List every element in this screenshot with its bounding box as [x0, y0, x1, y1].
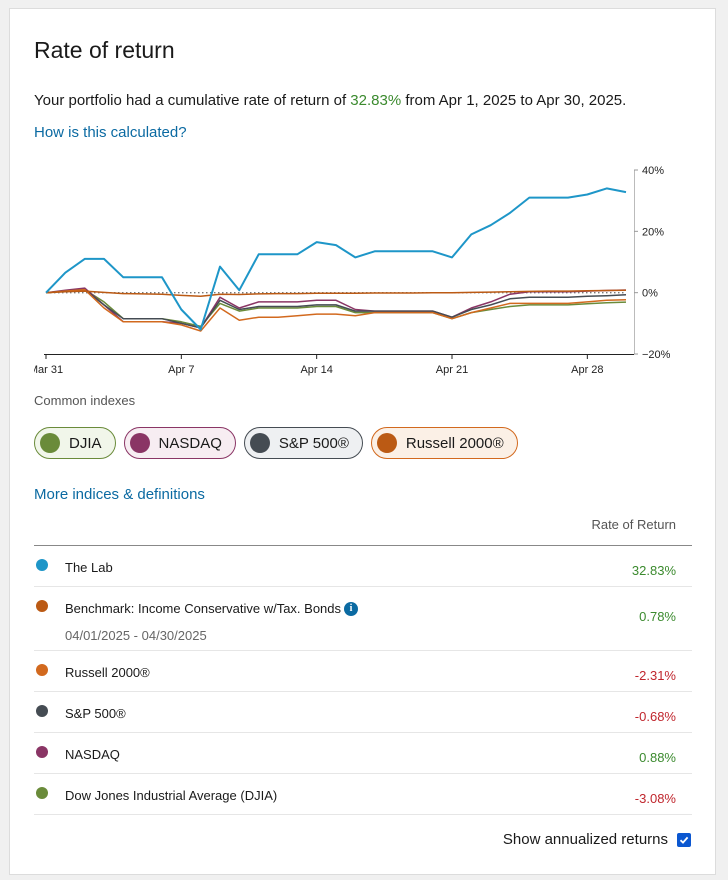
row-return-value: -3.08%	[634, 791, 676, 806]
row-name: NASDAQ	[65, 747, 120, 762]
series-color-dot	[36, 705, 48, 717]
index-pill-russell-2000[interactable]: Russell 2000®	[370, 427, 518, 459]
series-color-dot	[36, 787, 48, 799]
pill-label: DJIA	[69, 434, 102, 452]
series-color-dot	[36, 559, 48, 571]
x-tick-label: Apr 21	[436, 364, 468, 376]
index-pill-nasdaq[interactable]: NASDAQ	[123, 427, 236, 459]
rate-of-return-card: Rate of return Your portfolio had a cumu…	[9, 8, 716, 875]
y-tick-label: 0%	[642, 288, 658, 300]
index-pill-djia[interactable]: DJIA	[34, 427, 116, 459]
row-name-wrap: The Lab	[65, 560, 113, 575]
row-name: S&P 500®	[65, 706, 126, 721]
row-name: Dow Jones Industrial Average (DJIA)	[65, 788, 278, 803]
y-tick-label: 40%	[642, 165, 664, 177]
table-row: Benchmark: Income Conservative w/Tax. Bo…	[34, 587, 692, 651]
y-tick-label: 20%	[642, 226, 664, 238]
summary-suffix: from Apr 1, 2025 to Apr 30, 2025.	[401, 92, 627, 109]
summary-return-value: 32.83%	[350, 92, 402, 109]
checkmark-icon	[679, 836, 689, 844]
rate-of-return-column-header: Rate of Return	[34, 514, 692, 546]
table-row: Russell 2000® -2.31%	[34, 651, 692, 692]
summary-text: Your portfolio had a cumulative rate of …	[34, 92, 626, 109]
x-tick-label: Apr 14	[300, 364, 332, 376]
table-row: Dow Jones Industrial Average (DJIA) -3.08…	[34, 774, 692, 815]
page-title: Rate of return	[34, 37, 175, 63]
series-line-djia	[45, 288, 627, 328]
series-color-dot	[36, 600, 48, 612]
summary-prefix: Your portfolio had a cumulative rate of …	[34, 92, 351, 109]
series-line-lab	[45, 187, 627, 331]
annualized-label: Show annualized returns	[502, 831, 668, 848]
row-return-value: 0.88%	[639, 750, 676, 765]
table-row: The Lab 32.83%	[34, 546, 692, 587]
row-name-wrap: Dow Jones Industrial Average (DJIA)	[65, 788, 277, 803]
returns-table: Rate of Return The Lab 32.83% Benchmark: I…	[34, 514, 692, 815]
series-line-benchmark	[45, 289, 627, 298]
pill-color-dot	[40, 433, 60, 453]
x-tick-label: Apr 7	[168, 364, 194, 376]
table-row: NASDAQ 0.88%	[34, 733, 692, 774]
annualized-toggle[interactable]: Show annualized returns	[503, 831, 691, 848]
info-icon[interactable]: i	[344, 601, 359, 616]
common-indexes-label: Common indexes	[34, 393, 136, 408]
row-return-value: -2.31%	[634, 668, 676, 683]
row-date-range: 04/01/2025 - 04/30/2025	[65, 628, 207, 643]
x-tick-label: Apr 28	[571, 364, 603, 376]
pill-color-dot	[129, 433, 150, 453]
series-color-dot	[36, 746, 48, 758]
row-name-wrap: Benchmark: Income Conservative w/Tax. Bo…	[65, 601, 359, 616]
return-chart: 40% 20% 0% −20% Mar 31 Apr 7 Apr 14 Apr 21 Apr 2…	[34, 165, 671, 376]
row-name: The Lab	[65, 560, 113, 575]
row-name: Benchmark: Income Conservative w/Tax. Bo…	[65, 601, 342, 616]
row-return-value: 32.83%	[631, 563, 676, 578]
table-row: S&P 500® -0.68%	[34, 692, 692, 733]
pill-label: S&P 500®	[278, 434, 349, 452]
index-pills: DJIA NASDAQ S&P 500® Russell 2000®	[34, 427, 518, 459]
row-name-wrap: Russell 2000®	[65, 665, 150, 680]
more-indices-link[interactable]: More indices & definitions	[34, 486, 205, 503]
pill-color-dot	[376, 433, 397, 453]
series-line-sp500	[45, 288, 627, 329]
index-pill-s-p-500[interactable]: S&P 500®	[243, 427, 363, 459]
series-line-russell	[45, 288, 627, 332]
row-return-value: 0.78%	[639, 609, 676, 624]
x-tick-label: Mar 31	[34, 364, 63, 376]
pill-label: Russell 2000®	[405, 434, 504, 452]
y-tick-label: −20%	[642, 349, 671, 361]
how-calculated-link[interactable]: How is this calculated?	[34, 124, 187, 141]
row-name-wrap: S&P 500®	[65, 706, 126, 721]
row-name-wrap: NASDAQ	[65, 747, 120, 762]
pill-color-dot	[249, 433, 270, 453]
pill-label: NASDAQ	[158, 434, 222, 452]
annualized-checkbox[interactable]	[677, 832, 691, 847]
row-return-value: -0.68%	[634, 709, 676, 724]
series-color-dot	[36, 664, 48, 676]
row-name: Russell 2000®	[65, 665, 150, 680]
